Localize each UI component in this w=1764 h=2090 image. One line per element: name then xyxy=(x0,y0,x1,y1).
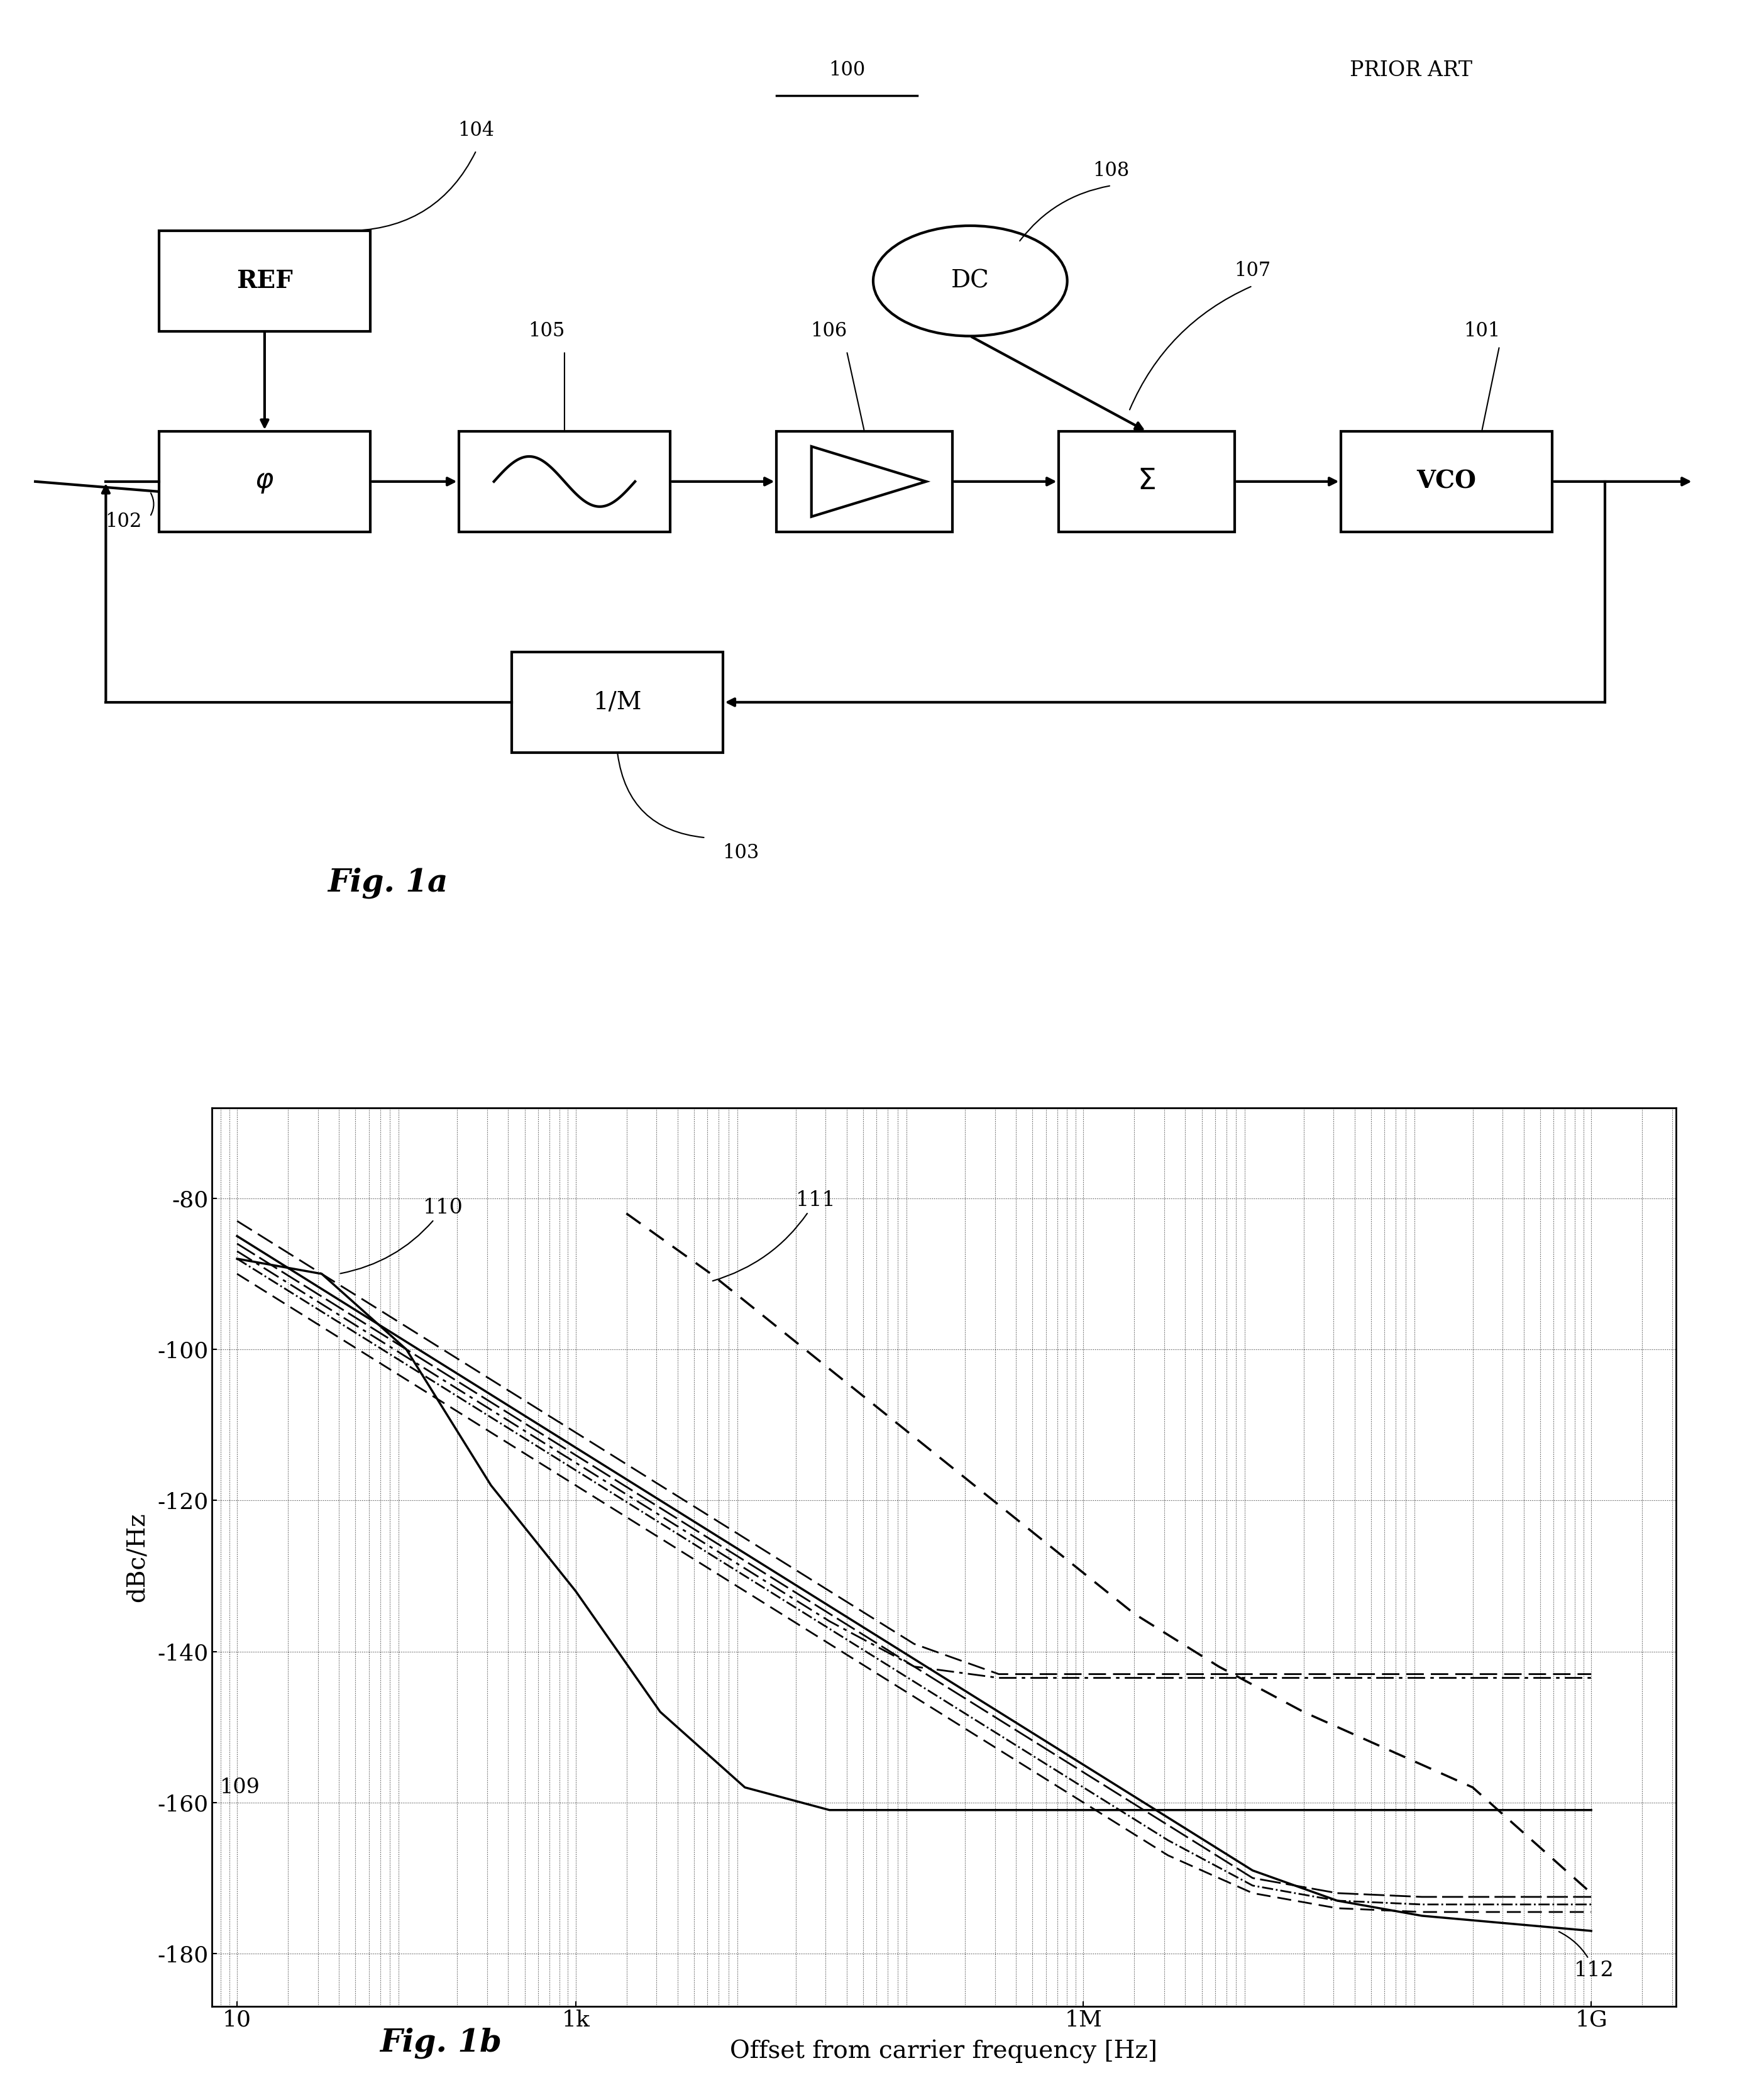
Text: 100: 100 xyxy=(829,61,864,79)
Text: 104: 104 xyxy=(459,121,494,140)
Text: 101: 101 xyxy=(1464,322,1499,341)
Text: PRIOR ART: PRIOR ART xyxy=(1349,61,1473,79)
Text: 112: 112 xyxy=(1559,1931,1614,1981)
Bar xyxy=(1058,431,1235,531)
Bar xyxy=(512,652,723,752)
Text: $\Sigma$: $\Sigma$ xyxy=(1138,468,1155,495)
Bar xyxy=(459,431,670,531)
Bar xyxy=(159,230,370,330)
Text: 109: 109 xyxy=(220,1776,261,1797)
Text: 107: 107 xyxy=(1235,261,1270,280)
Text: 105: 105 xyxy=(529,322,564,341)
Text: 111: 111 xyxy=(713,1189,836,1281)
Text: 108: 108 xyxy=(1094,161,1129,180)
Bar xyxy=(159,431,370,531)
Text: 110: 110 xyxy=(340,1198,464,1273)
Text: DC: DC xyxy=(951,270,990,293)
Text: Fig. 1a: Fig. 1a xyxy=(328,867,448,899)
X-axis label: Offset from carrier frequency [Hz]: Offset from carrier frequency [Hz] xyxy=(730,2040,1157,2063)
Text: VCO: VCO xyxy=(1416,470,1476,493)
Bar xyxy=(776,431,953,531)
Text: $\varphi$: $\varphi$ xyxy=(256,468,273,495)
Text: REF: REF xyxy=(236,270,293,293)
Text: 102: 102 xyxy=(106,512,141,531)
Text: 106: 106 xyxy=(811,322,847,341)
Bar xyxy=(1341,431,1552,531)
Text: 1/M: 1/M xyxy=(593,690,642,715)
Text: Fig. 1b: Fig. 1b xyxy=(379,2027,503,2059)
Text: 103: 103 xyxy=(723,842,759,863)
Y-axis label: dBc/Hz: dBc/Hz xyxy=(125,1513,148,1601)
